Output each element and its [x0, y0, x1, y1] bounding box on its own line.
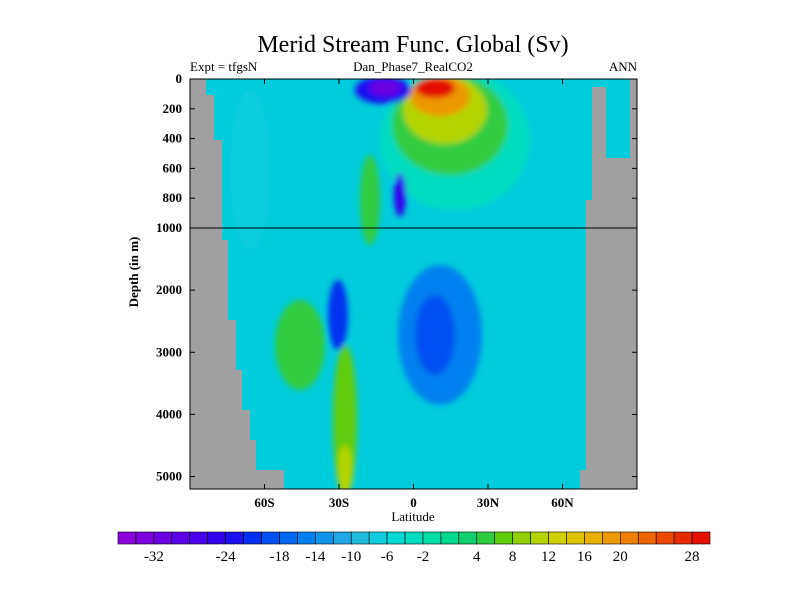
plot-area [190, 79, 637, 489]
arctic-land [580, 79, 637, 489]
antarctic-land [190, 79, 284, 489]
colorbar-swatch [368, 531, 388, 545]
y-tick-label: 4000 [156, 406, 182, 421]
x-tick-label: 30N [477, 495, 500, 510]
southern-negative-band [230, 90, 270, 250]
colorbar-tick-label: 16 [577, 549, 593, 565]
colorbar-swatch [440, 531, 460, 545]
deep-negative-north-core [415, 295, 455, 375]
colorbar-swatch [315, 531, 334, 545]
colorbar-tick-label: -6 [381, 549, 394, 565]
colorbar-swatch [225, 531, 244, 545]
colorbar-swatch [476, 531, 496, 545]
y-axis-ticks: 0 200 400 600 800 1000 2000 3000 4000 5000 [156, 71, 637, 484]
x-tick-label: 60S [254, 495, 274, 510]
colorbar-swatch [512, 531, 531, 545]
y-tick-label: 3000 [156, 344, 182, 359]
y-tick-label: 800 [163, 190, 183, 205]
colorbar-tick-label: -14 [305, 549, 325, 565]
southern-positive-side [275, 300, 325, 390]
y-tick-label: 200 [163, 101, 183, 116]
colorbar-swatch [602, 531, 621, 545]
x-tick-label: 0 [410, 495, 417, 510]
colorbar-tick-label: -24 [216, 549, 236, 565]
colorbar-swatch [297, 531, 316, 545]
colorbar-swatch [243, 531, 262, 545]
colorbar-swatch [566, 531, 585, 545]
colorbar-swatch [620, 531, 639, 545]
colorbar-swatch [494, 531, 513, 545]
colorbar-swatch [117, 531, 137, 545]
contour-blobs [230, 79, 530, 489]
y-tick-label: 600 [163, 160, 183, 175]
colorbar-swatch [171, 531, 191, 545]
colorbar-tick-label: 20 [613, 549, 628, 565]
colorbar-swatch [386, 531, 406, 545]
x-axis-label: Latitude [391, 509, 435, 524]
colorbar-tick-label: 4 [473, 549, 481, 565]
colorbar-swatch [458, 531, 478, 545]
mid-depth-negative [394, 173, 406, 217]
colorbar-swatch [261, 531, 280, 545]
colorbar-swatch [153, 531, 173, 545]
colorbar-swatch [404, 531, 424, 545]
positive-cell-max [415, 79, 455, 98]
colorbar-tick-label: 28 [685, 549, 700, 565]
colorbar-swatch [530, 531, 549, 545]
colorbar-swatch [350, 531, 370, 545]
case-label: Dan_Phase7_RealCO2 [353, 59, 473, 74]
equatorial-positive [360, 155, 380, 245]
colorbar-swatch [135, 531, 155, 545]
deep-negative-south [328, 280, 348, 350]
season-label: ANN [609, 59, 638, 74]
y-tick-label: 1000 [156, 220, 182, 235]
southern-positive-band [333, 345, 357, 489]
colorbar-swatch [584, 531, 603, 545]
y-tick-label: 2000 [156, 282, 182, 297]
surface-negative-core [369, 80, 401, 96]
colorbar-swatch [655, 531, 675, 545]
colorbar-tick-label: 8 [509, 549, 517, 565]
colorbar-swatch [691, 531, 711, 545]
colorbar-tick-label: -10 [341, 549, 361, 565]
x-tick-label: 30S [329, 495, 349, 510]
southern-positive-core [337, 445, 353, 489]
chart-title: Merid Stream Func. Global (Sv) [257, 32, 568, 58]
colorbar-tick-label: -32 [144, 549, 164, 565]
colorbar-tick-label: 12 [541, 549, 556, 565]
colorbar-tick-label: -2 [417, 549, 430, 565]
experiment-label: Expt = tfgsN [190, 59, 258, 74]
y-axis-label: Depth (in m) [126, 237, 141, 308]
colorbar-tick-label: -18 [269, 549, 289, 565]
y-tick-label: 5000 [156, 469, 182, 484]
colorbar: -32 -24 -18 -14 -10 -6 -2 4 8 12 16 20 28 [117, 531, 711, 565]
x-tick-label: 60N [551, 495, 574, 510]
colorbar-swatch [332, 531, 352, 545]
y-tick-label: 400 [163, 131, 183, 146]
colorbar-swatch [189, 531, 208, 545]
y-tick-label: 0 [176, 71, 183, 86]
colorbar-swatch [422, 531, 442, 545]
x-axis-ticks: 60S 30S 0 30N 60N [254, 79, 574, 510]
colorbar-swatch [637, 531, 657, 545]
colorbar-swatch [207, 531, 226, 545]
colorbar-swatch [673, 531, 693, 545]
colorbar-swatch [279, 531, 298, 545]
colorbar-swatch [548, 531, 567, 545]
